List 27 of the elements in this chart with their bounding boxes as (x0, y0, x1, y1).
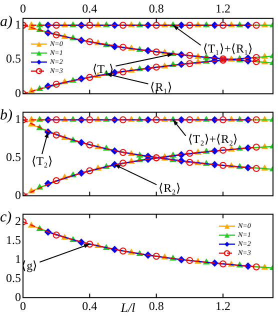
x-tick-label: 1.2 (216, 1, 230, 16)
annotation: ⟨T₁⟩ (92, 62, 114, 76)
x-tick-label: 0.8 (148, 1, 164, 16)
chart-title: b) (0, 108, 12, 124)
annotation: ⟨R₂⟩ (158, 180, 181, 195)
y-tick-label: 1.5 (6, 232, 21, 247)
y-tick-label: 1 (15, 252, 21, 266)
chart-title: c) (0, 210, 12, 226)
x-tick-label: 0.4 (82, 298, 98, 313)
y-tick-label: 0 (15, 86, 21, 100)
y-tick-label: 2 (15, 214, 21, 228)
y-tick-label: 1 (15, 112, 21, 126)
annotation: ⟨R₁⟩ (150, 80, 172, 94)
x-tick-label: 0.8 (148, 298, 164, 313)
y-tick-label: 0.5 (6, 52, 21, 66)
y-tick-label: 0 (15, 290, 21, 304)
annotation: ⟨T₁⟩+⟨R₁⟩ (202, 41, 254, 56)
x-axis-title: L/l (120, 300, 136, 315)
y-tick-label: 1 (15, 17, 21, 32)
annotation: ⟨T₂⟩ (31, 154, 53, 168)
y-tick-label: 0.5 (6, 270, 21, 285)
x-tick-label: 0.4 (82, 1, 98, 16)
annotation: ⟨T₂⟩+⟨R₂⟩ (188, 132, 238, 146)
x-tick-label: 1.2 (216, 298, 230, 313)
y-tick-label: 0.5 (6, 150, 21, 164)
chart-title: a) (0, 14, 12, 30)
y-tick-label: 0 (15, 188, 21, 202)
